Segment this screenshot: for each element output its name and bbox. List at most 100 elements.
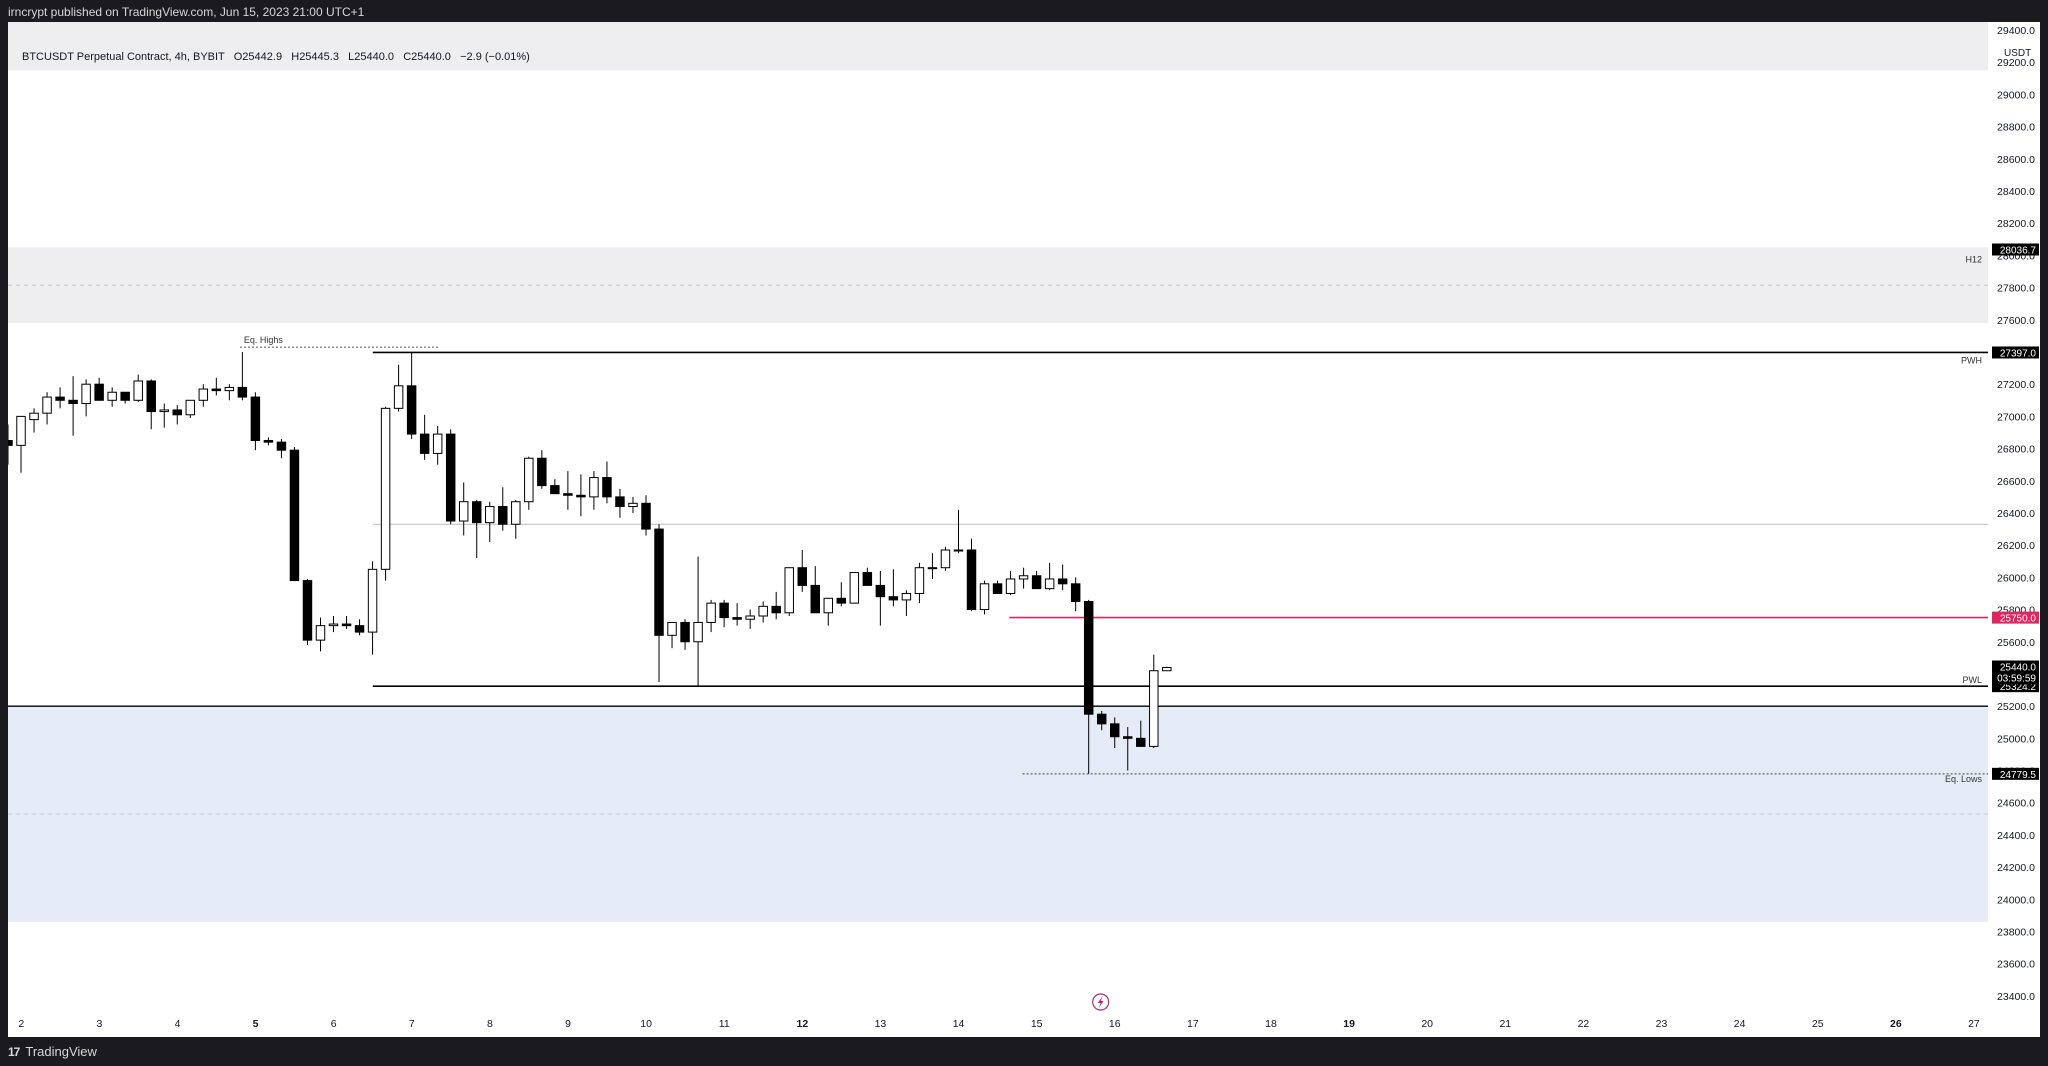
lightning-icon-ring [1092, 993, 1110, 1011]
candle-body [537, 457, 547, 487]
candle-body [172, 409, 182, 416]
candle-body [250, 396, 261, 442]
candle-body [680, 621, 690, 643]
chart-area[interactable]: Eq. Highs H12 PWH PWL Eq. Lows 29400.0 29200.0… [8, 22, 2040, 1037]
x-tick-label: 17 [1187, 1018, 1199, 1030]
candle-body [1031, 575, 1042, 590]
currency-label: USDT [2004, 48, 2032, 59]
price-tag-eq-lows-bg [1992, 767, 2039, 780]
candle-body [42, 396, 52, 414]
candle-body [966, 549, 977, 611]
candle-body [706, 602, 716, 623]
price-tag-pwh: 27397.0 [2000, 348, 2037, 359]
tradingview-mark-icon: 17 [8, 1044, 20, 1059]
candle-body [745, 615, 755, 620]
ohlc-high: H25445.3 [291, 51, 339, 63]
y-tick-label: 24200.0 [1997, 862, 2035, 874]
candle-body [1070, 583, 1081, 603]
y-tick-label: 25200.0 [1997, 701, 2035, 713]
x-tick-label: 25 [1812, 1018, 1824, 1030]
candle-body [784, 567, 794, 614]
y-tick-label: 27800.0 [1997, 283, 2035, 295]
footer-bar [0, 1037, 2048, 1066]
candle-body [472, 501, 482, 524]
y-tick-label: 26000.0 [1997, 572, 2035, 584]
candlestick-chart[interactable]: Eq. Highs H12 PWH PWL Eq. Lows 29400.0 29200.0… [8, 22, 2040, 1037]
candle-body [940, 549, 951, 569]
y-tick-label: 25600.0 [1997, 637, 2035, 649]
candle-body [406, 385, 417, 435]
price-tag-eq-lows: 24779.5 [2000, 770, 2037, 781]
candle-body [341, 623, 352, 627]
price-tag-pwh-bg [1992, 346, 2039, 359]
publisher-line: irncrypt published on TradingView.com, J… [8, 5, 365, 19]
price-tag-pwl: 25324.2 [2000, 682, 2037, 693]
candle-body [8, 440, 13, 446]
candle-body [29, 412, 39, 421]
x-tick-label: 4 [175, 1018, 181, 1030]
x-tick-label: 21 [1499, 1018, 1511, 1030]
candle-body [276, 441, 287, 451]
candle-body [432, 433, 443, 454]
x-tick-label: 19 [1343, 1018, 1355, 1030]
candle-body [641, 502, 651, 530]
candle-body [1096, 713, 1107, 725]
candle-body [628, 502, 638, 508]
x-tick-label: 10 [640, 1018, 652, 1030]
ohlc-change: −2.9 (−0.01%) [460, 51, 530, 63]
y-tick-label: 27200.0 [1997, 379, 2035, 391]
x-tick-label: 14 [953, 1018, 965, 1030]
price-tag-resistance-bg [1992, 611, 2039, 624]
tradingview-logo[interactable]: 17 TradingView [8, 1044, 97, 1059]
y-tick-label: 29000.0 [1997, 89, 2035, 101]
candle-body [1005, 578, 1016, 594]
candle-body [667, 621, 677, 636]
candle-body [758, 605, 768, 617]
symbol-title[interactable]: BTCUSDT Perpetual Contract, 4h, BYBIT [22, 51, 225, 63]
candle-body [1044, 578, 1055, 590]
candle-body [719, 602, 729, 619]
candle-body [1162, 667, 1172, 672]
x-tick-label: 27 [1968, 1018, 1980, 1030]
candle-body [511, 501, 521, 525]
candle-body [485, 506, 495, 524]
x-tick-label: 16 [1109, 1018, 1121, 1030]
candle-body [224, 386, 235, 392]
candle-body [458, 501, 469, 522]
candle-body [1123, 736, 1133, 739]
candle-body [120, 391, 130, 401]
candle-body [576, 494, 586, 498]
x-tick-label: 3 [96, 1018, 102, 1030]
x-tick-label: 23 [1656, 1018, 1668, 1030]
candle-body [914, 567, 925, 594]
y-tick-label: 27000.0 [1997, 411, 2035, 423]
y-tick-label: 28600.0 [1997, 154, 2035, 166]
candle-body [211, 388, 222, 392]
x-tick-label: 26 [1890, 1018, 1902, 1030]
candle-body [16, 415, 26, 446]
x-tick-label: 22 [1578, 1018, 1590, 1030]
candle-body [563, 493, 573, 496]
candle-body [159, 409, 169, 413]
y-tick-label: 26400.0 [1997, 508, 2035, 520]
candle-body [771, 605, 781, 614]
candle-body [823, 597, 834, 614]
y-tick-label: 28200.0 [1997, 218, 2035, 230]
x-tick-label: 7 [409, 1018, 415, 1030]
ohlc-close: C25440.0 [403, 51, 451, 63]
candle-body [68, 399, 78, 405]
bar-countdown: 03:59:59 [1997, 674, 2036, 685]
last-price-tag-bg [1992, 660, 2039, 685]
y-tick-label: 24000.0 [1997, 894, 2035, 906]
candle-body [367, 568, 378, 633]
candle-body [1083, 601, 1094, 715]
candle-body [328, 623, 339, 627]
candle-body [693, 621, 703, 643]
candle-body [445, 433, 456, 522]
candle-body [380, 407, 391, 570]
candle-body [302, 580, 313, 641]
candle-body [901, 592, 912, 601]
candle-body [615, 496, 625, 508]
h12-label: H12 [1965, 254, 1982, 264]
x-tick-label: 11 [719, 1018, 730, 1030]
